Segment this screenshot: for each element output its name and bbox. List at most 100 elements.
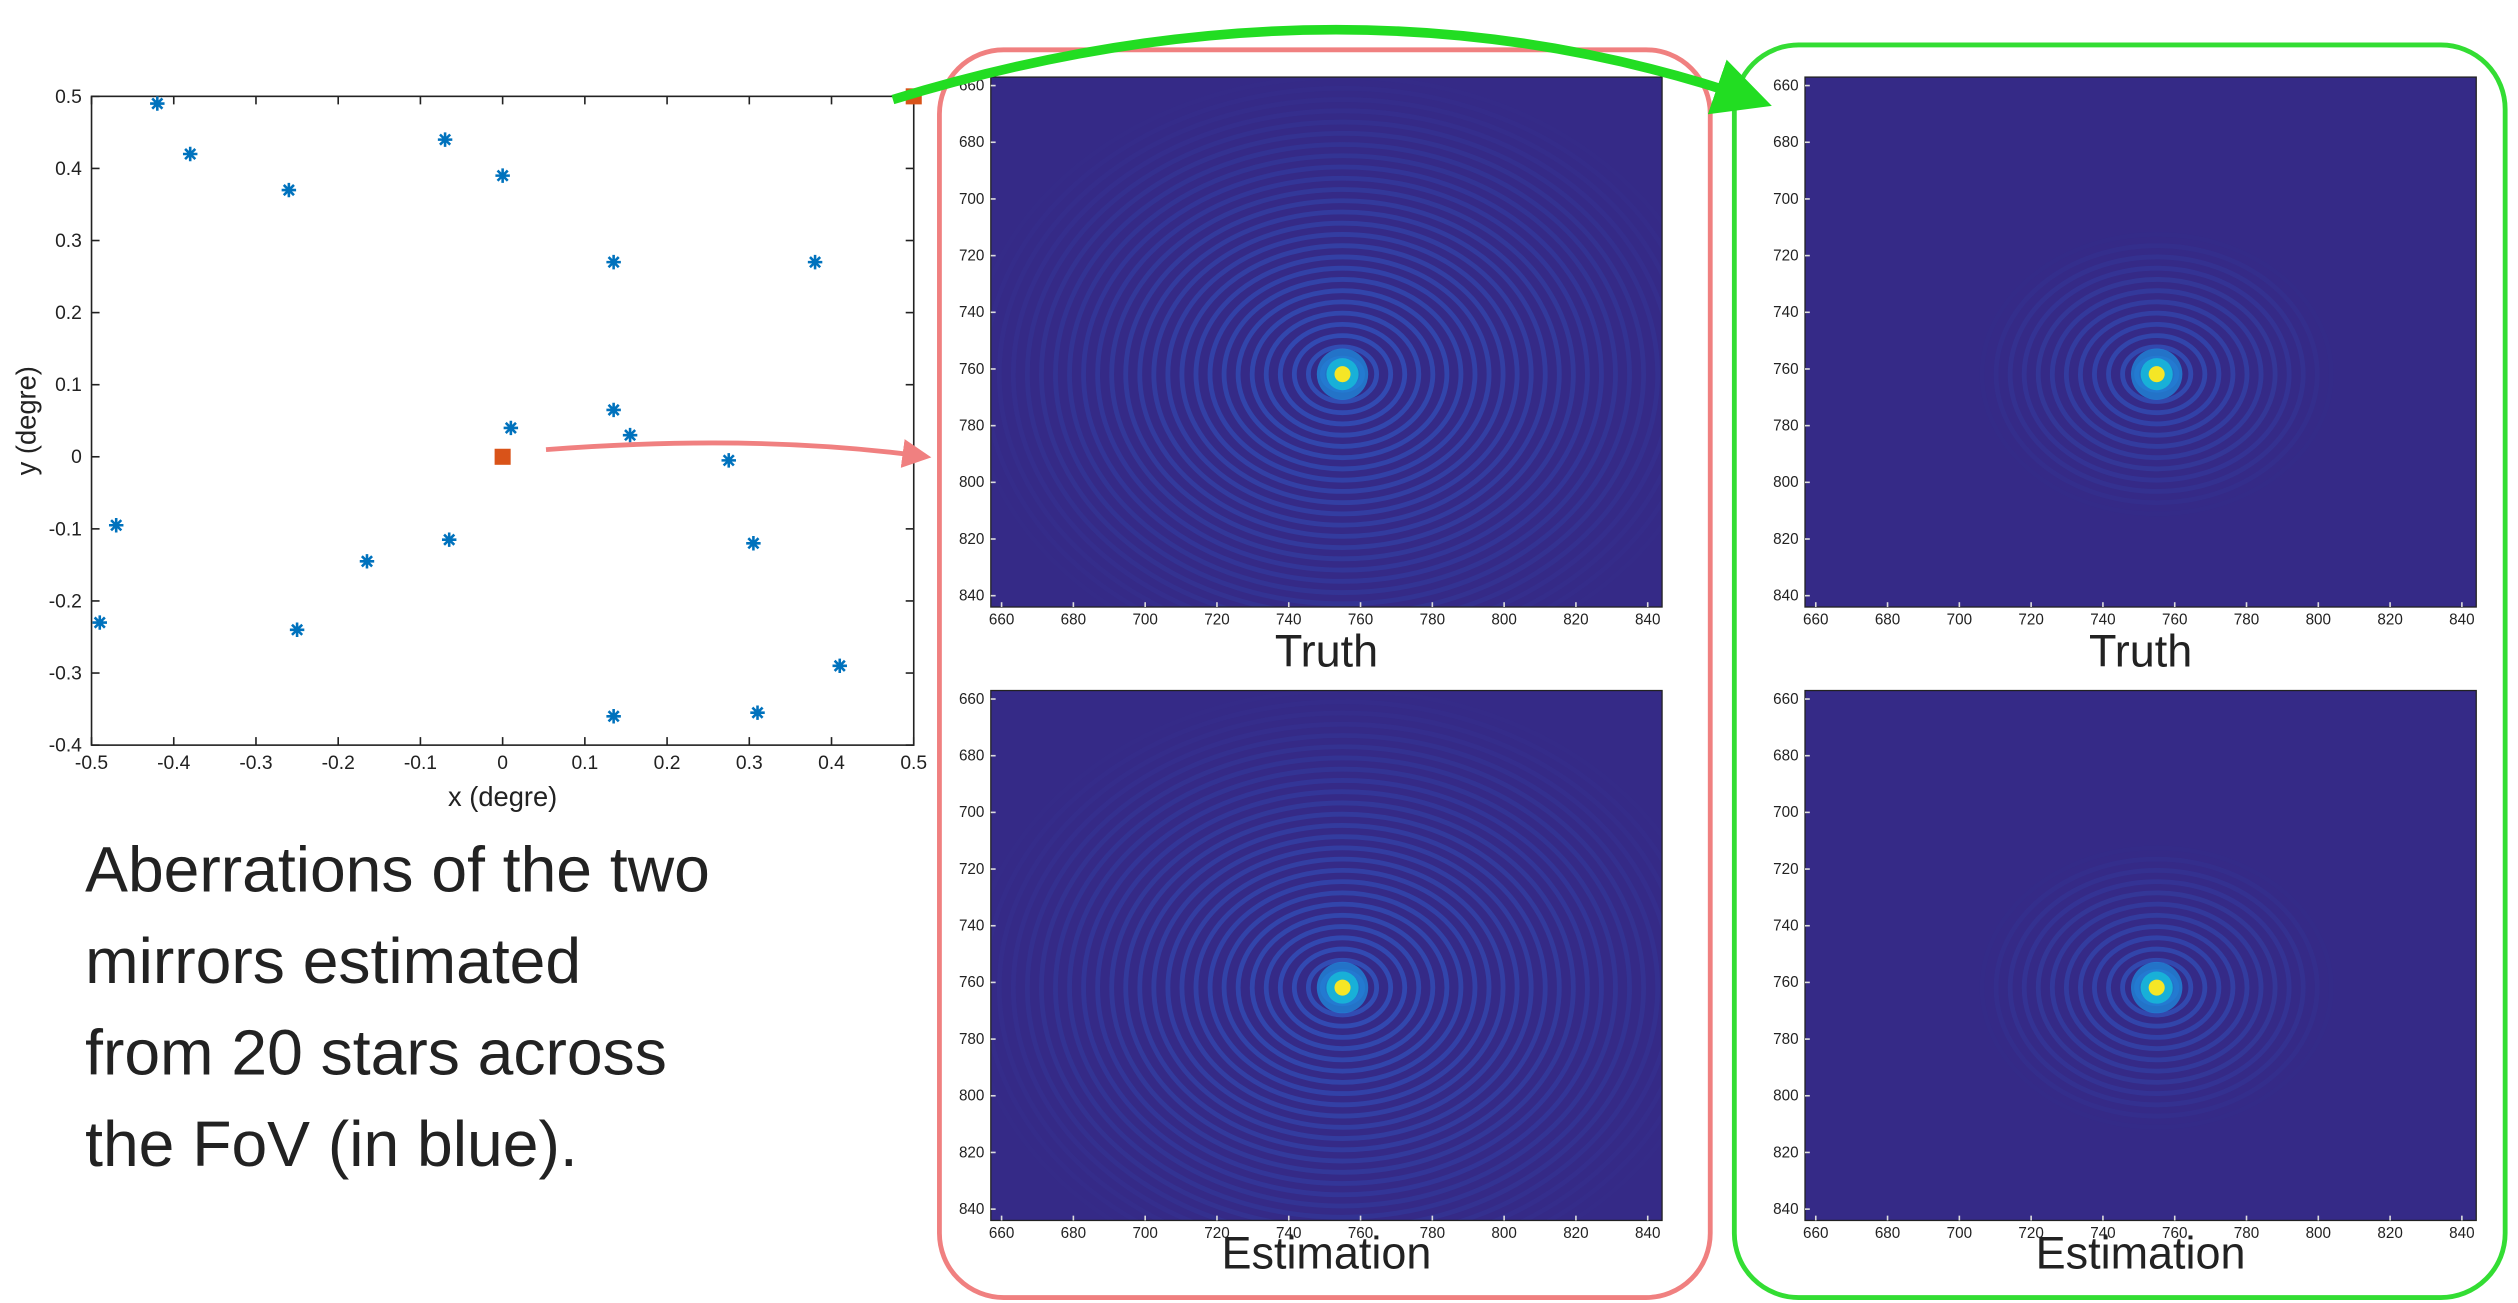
x-tick-label: 700 — [1947, 1225, 1972, 1242]
point — [93, 615, 107, 629]
y-tick-label: 700 — [1773, 191, 1798, 208]
x-tick-label: 0.1 — [571, 753, 598, 774]
y-tick-label: 780 — [959, 417, 984, 434]
x-axis-label: x (degre) — [448, 781, 557, 812]
y-tick-label: 840 — [959, 1201, 984, 1218]
y-tick-label: 0 — [71, 447, 82, 468]
point — [495, 168, 509, 182]
y-tick-label: 720 — [959, 861, 984, 878]
x-tick-label: 800 — [2306, 612, 2331, 629]
x-tick-label: -0.2 — [322, 753, 355, 774]
psf-core — [1334, 366, 1350, 382]
y-tick-label: 680 — [1773, 134, 1798, 151]
y-tick-label: 720 — [1773, 247, 1798, 264]
y-tick-label: 680 — [1773, 748, 1798, 765]
y-tick-label: 840 — [1773, 1201, 1798, 1218]
point — [808, 255, 822, 269]
y-tick-label: -0.3 — [49, 663, 82, 684]
y-tick-label: -0.4 — [49, 736, 82, 757]
point — [438, 132, 452, 146]
point — [150, 96, 164, 110]
y-tick-label: 800 — [959, 1088, 984, 1105]
x-tick-label: 780 — [2234, 612, 2259, 629]
y-tick-label: 740 — [959, 918, 984, 935]
plot-area — [92, 96, 914, 745]
slide: Aberrations of the twomirrors estimatedf… — [0, 0, 2518, 1303]
image-panel: 6606807007207407607808008208406606807007… — [959, 691, 1714, 1285]
x-tick-label: 0 — [497, 753, 508, 774]
y-tick-label: 760 — [1773, 974, 1798, 991]
x-tick-label: 780 — [1420, 612, 1445, 629]
x-tick-label: -0.1 — [404, 753, 437, 774]
y-tick-label: 660 — [1773, 691, 1798, 708]
x-tick-label: 840 — [2449, 1225, 2474, 1242]
y-tick-label: 660 — [959, 691, 984, 708]
x-tick-label: 840 — [1635, 612, 1660, 629]
point — [290, 623, 304, 637]
point — [495, 449, 511, 465]
y-tick-label: 720 — [959, 247, 984, 264]
point — [750, 705, 764, 719]
point — [623, 428, 637, 442]
x-tick-label: 680 — [1061, 612, 1086, 629]
x-tick-label: 820 — [1563, 612, 1588, 629]
x-tick-label: 680 — [1875, 612, 1900, 629]
paragraph-line: from 20 stars across — [85, 1016, 667, 1088]
y-tick-label: 800 — [1773, 1088, 1798, 1105]
x-tick-label: 800 — [2306, 1225, 2331, 1242]
x-tick-label: 820 — [2377, 612, 2402, 629]
y-tick-label: 700 — [1773, 804, 1798, 821]
x-tick-label: -0.3 — [239, 753, 272, 774]
y-tick-label: 760 — [1773, 361, 1798, 378]
x-tick-label: 820 — [1563, 1225, 1588, 1242]
x-tick-label: 720 — [1204, 612, 1229, 629]
psf-core — [1334, 980, 1350, 996]
point — [722, 453, 736, 467]
psf-core — [2149, 980, 2165, 996]
y-tick-label: 780 — [959, 1031, 984, 1048]
paragraph-line: the FoV (in blue). — [85, 1108, 578, 1180]
point — [606, 709, 620, 723]
y-tick-label: 800 — [1773, 474, 1798, 491]
y-tick-label: 0.1 — [55, 375, 82, 396]
y-tick-label: 820 — [959, 531, 984, 548]
x-tick-label: 840 — [1635, 1225, 1660, 1242]
image-caption: Estimation — [2036, 1228, 2246, 1279]
y-tick-label: 720 — [1773, 861, 1798, 878]
y-axis-label: y (degre) — [10, 366, 41, 475]
x-tick-label: 700 — [1947, 612, 1972, 629]
x-tick-label: 0.5 — [900, 753, 927, 774]
x-tick-label: 820 — [2377, 1225, 2402, 1242]
y-tick-label: 0.2 — [55, 303, 82, 324]
y-tick-label: 740 — [1773, 918, 1798, 935]
y-tick-label: 700 — [959, 191, 984, 208]
y-tick-label: 780 — [1773, 1031, 1798, 1048]
x-tick-label: -0.4 — [157, 753, 190, 774]
psf-core — [2149, 366, 2165, 382]
y-tick-label: 0.4 — [55, 159, 82, 180]
y-tick-label: 0.3 — [55, 231, 82, 252]
y-tick-label: 780 — [1773, 417, 1798, 434]
y-tick-label: -0.1 — [49, 519, 82, 540]
x-tick-label: 660 — [1803, 612, 1828, 629]
y-tick-label: 820 — [1773, 531, 1798, 548]
image-caption: Truth — [1275, 625, 1378, 676]
point — [109, 518, 123, 532]
image-background — [1805, 691, 2476, 1221]
y-tick-label: 760 — [959, 361, 984, 378]
point — [360, 554, 374, 568]
y-tick-label: 680 — [959, 748, 984, 765]
point — [746, 536, 760, 550]
y-tick-label: 840 — [1773, 587, 1798, 604]
y-tick-label: 680 — [959, 134, 984, 151]
x-tick-label: 700 — [1132, 1225, 1157, 1242]
y-tick-label: 820 — [1773, 1144, 1798, 1161]
x-tick-label: 0.3 — [736, 753, 763, 774]
y-tick-label: 0.5 — [55, 87, 82, 108]
point — [606, 255, 620, 269]
y-tick-label: 740 — [959, 304, 984, 321]
x-tick-label: 0.2 — [654, 753, 681, 774]
